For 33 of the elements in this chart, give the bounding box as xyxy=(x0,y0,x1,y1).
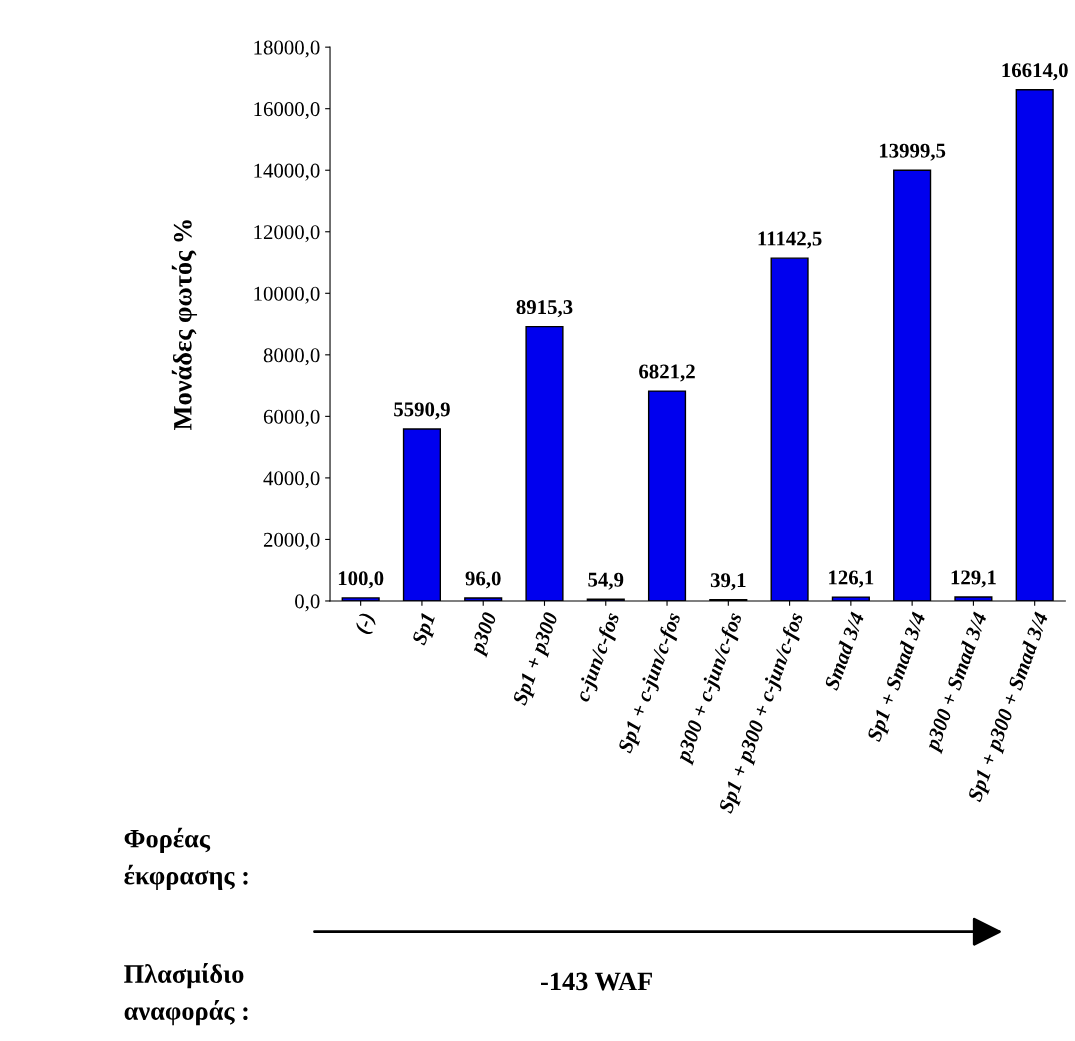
data-label: 16614,0 xyxy=(1002,63,1068,81)
data-label: 11142,5 xyxy=(758,231,822,249)
y-tick-label: 16000,0 xyxy=(254,102,320,120)
y-tick-label: 2000,0 xyxy=(263,532,320,550)
y-tick-label: 14000,0 xyxy=(254,163,320,181)
text: -143 WAF xyxy=(541,972,652,991)
x-tick-label: p300 xyxy=(469,611,501,658)
text: Πλασμίδιο αναφοράς : xyxy=(124,963,248,1026)
x-tick-label: p300 + Smad 3/4 xyxy=(927,611,987,755)
y-tick-label: 10000,0 xyxy=(254,286,320,304)
y-tick-label: 12000,0 xyxy=(254,225,320,243)
y-axis-title: Μονάδες φωτός % xyxy=(171,220,198,430)
x-tick-label: Smad 3/4 xyxy=(823,611,865,691)
data-label: 13999,5 xyxy=(879,143,946,161)
data-label: 39,1 xyxy=(710,573,746,591)
data-label: 6821,2 xyxy=(639,364,695,382)
data-label: 8915,3 xyxy=(516,300,573,318)
data-label: 126,1 xyxy=(829,570,874,588)
y-tick-label: 6000,0 xyxy=(263,409,320,427)
data-label: 5590,9 xyxy=(394,402,450,420)
y-tick-label: 0,0 xyxy=(295,594,320,612)
data-label: 54,9 xyxy=(588,572,624,590)
x-tick-label: Sp1 + Smad 3/4 xyxy=(866,611,930,744)
data-label: 100,0 xyxy=(338,571,384,589)
data-label: 129,1 xyxy=(951,570,996,588)
y-tick-label: 4000,0 xyxy=(263,471,320,489)
text: Φορέας έκφρασης : xyxy=(124,827,248,890)
x-tick-label: (-) xyxy=(353,611,378,636)
y-tick-label: 8000,0 xyxy=(263,348,320,366)
x-tick-label: Sp1 xyxy=(411,612,439,648)
y-tick-label: 18000,0 xyxy=(254,40,320,58)
data-label: 96,0 xyxy=(465,571,501,589)
x-tick-label: Sp1 + p300 xyxy=(512,611,563,708)
